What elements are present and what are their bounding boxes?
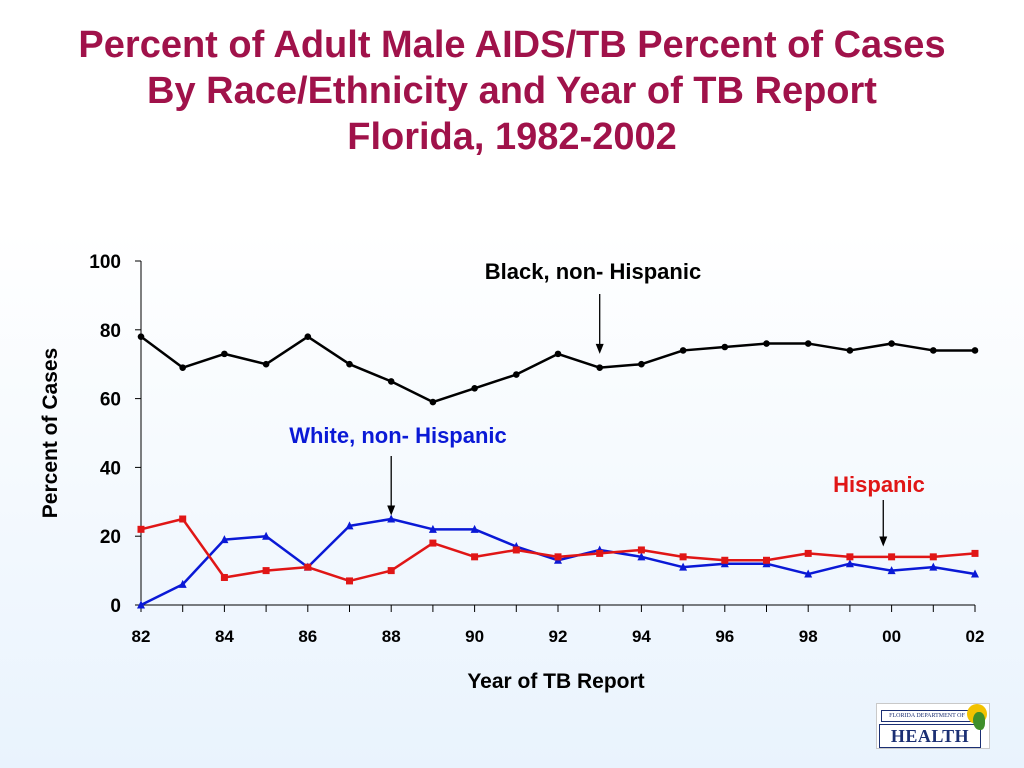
y-axis-label: Percent of Cases <box>39 348 62 518</box>
series-2 <box>137 515 979 585</box>
data-point <box>512 546 520 554</box>
data-point <box>679 347 687 354</box>
data-point <box>763 340 770 347</box>
x-tick-label: 92 <box>549 627 568 646</box>
data-point <box>262 567 270 575</box>
x-axis-label: Year of TB Report <box>467 670 644 693</box>
data-point <box>721 556 729 564</box>
data-point <box>596 364 603 371</box>
data-point <box>178 579 187 588</box>
y-tick-label: 80 <box>100 321 121 342</box>
data-point <box>179 515 187 523</box>
logo-top-text: FLORIDA DEPARTMENT OF <box>881 710 973 722</box>
data-point <box>721 343 729 351</box>
series-0 <box>137 333 979 406</box>
data-point <box>971 569 979 578</box>
data-point <box>679 562 688 571</box>
data-point <box>638 360 645 368</box>
data-point <box>930 347 937 354</box>
data-point <box>137 333 145 340</box>
data-point <box>220 535 229 544</box>
data-point <box>428 524 437 533</box>
data-point <box>304 333 312 340</box>
data-point <box>387 514 396 523</box>
title-line-3: Florida, 1982-2002 <box>347 116 677 158</box>
data-point <box>637 546 645 554</box>
data-point <box>304 563 312 571</box>
data-point <box>387 567 395 575</box>
annotation-label: White, non- Hispanic <box>289 423 507 448</box>
data-point <box>471 384 478 392</box>
x-tick-label: 82 <box>132 627 151 646</box>
data-point <box>179 364 186 371</box>
data-point <box>888 553 896 561</box>
x-tick-label: 94 <box>632 627 651 646</box>
x-tick-label: 98 <box>799 627 818 646</box>
annotation-arrow-head <box>595 343 604 354</box>
data-point <box>470 524 479 533</box>
data-point <box>804 549 812 557</box>
x-tick-label: 86 <box>298 627 317 646</box>
chart-title: Percent of Adult Male AIDS/TB Percent of… <box>0 22 1024 160</box>
data-point <box>846 347 854 354</box>
y-tick-label: 20 <box>100 527 121 548</box>
data-point <box>221 350 228 358</box>
data-point <box>929 553 937 561</box>
data-point <box>471 553 479 561</box>
y-tick-label: 100 <box>89 252 121 273</box>
data-point <box>513 371 520 378</box>
y-tick-label: 60 <box>100 390 121 411</box>
annotation-label: Black, non- Hispanic <box>485 259 701 284</box>
data-point <box>887 566 896 575</box>
data-point <box>888 340 895 347</box>
data-point <box>429 398 437 406</box>
data-point <box>971 549 979 557</box>
data-point <box>262 531 271 540</box>
x-tick-label: 02 <box>966 627 985 646</box>
data-point <box>262 360 270 368</box>
logo-leaf-icon <box>973 712 985 730</box>
x-tick-label: 88 <box>382 627 401 646</box>
data-point <box>220 573 228 581</box>
x-tick-label: 00 <box>882 627 901 646</box>
series-1 <box>137 514 979 609</box>
data-point <box>929 562 938 571</box>
title-line-1: Percent of Adult Male AIDS/TB Percent of… <box>78 24 946 66</box>
series-line <box>140 335 975 404</box>
data-point <box>387 378 395 385</box>
data-point <box>845 559 854 568</box>
data-point <box>846 553 854 561</box>
data-point <box>596 549 604 557</box>
x-tick-label: 96 <box>715 627 734 646</box>
data-point <box>804 340 812 347</box>
y-tick-label: 40 <box>100 458 121 479</box>
title-line-2: By Race/Ethnicity and Year of TB Report <box>147 70 877 112</box>
annotation-arrow-head <box>879 536 888 547</box>
y-tick-label: 0 <box>110 596 121 617</box>
data-point <box>345 521 354 530</box>
logo-main-text: HEALTH <box>879 724 981 748</box>
data-point <box>554 350 562 358</box>
data-point <box>429 539 437 547</box>
data-point <box>554 553 562 561</box>
data-point <box>137 600 145 609</box>
data-point <box>346 577 353 585</box>
data-point <box>679 553 687 561</box>
data-point <box>971 347 979 354</box>
annotation-label: Hispanic <box>833 472 925 497</box>
data-point <box>763 556 770 564</box>
florida-health-logo: FLORIDA DEPARTMENT OF HEALTH <box>876 703 990 749</box>
data-point <box>804 569 813 578</box>
x-tick-label: 84 <box>215 627 234 646</box>
data-point <box>346 360 353 368</box>
data-point <box>137 525 145 533</box>
annotation-arrow-head <box>387 505 396 516</box>
data-point <box>637 552 646 561</box>
x-tick-label: 90 <box>465 627 484 646</box>
